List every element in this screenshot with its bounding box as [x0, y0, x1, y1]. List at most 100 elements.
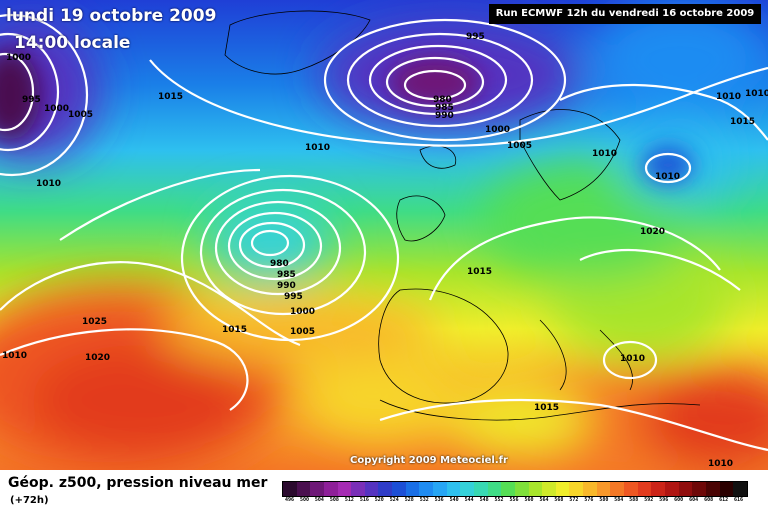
isobar-1015-south	[379, 398, 768, 452]
isobar-label: 990	[277, 281, 296, 291]
isobar-low-atlantic-1	[250, 229, 290, 257]
isobar-1010-west	[59, 168, 261, 241]
isobar-label: 1005	[507, 141, 532, 151]
isobar-label: 1015	[467, 267, 492, 277]
forecast-date: lundi 19 octobre 2009	[6, 6, 217, 26]
isobar-low-atlantic-3	[227, 211, 323, 281]
france-iberia-coast	[378, 288, 509, 404]
legend-tick-label: 564	[539, 497, 549, 503]
isobar-label: 1010	[305, 143, 330, 153]
legend-tick-label: 536	[434, 497, 444, 503]
isobar-label: 1010	[592, 149, 617, 159]
legend-swatch	[392, 482, 406, 496]
legend-swatch	[487, 482, 502, 496]
isobar-label: 985	[277, 270, 296, 280]
legend-tick-label: 552	[494, 497, 504, 503]
legend-swatch	[637, 482, 652, 496]
isobar-label: 980	[433, 95, 452, 105]
legend-swatch	[651, 482, 665, 496]
legend-swatch	[323, 482, 338, 496]
legend-tick-label: 572	[569, 497, 579, 503]
legend-tick-label: 612	[719, 497, 729, 503]
british-isles-coast	[396, 195, 446, 242]
isobar-low-atlantic-5	[199, 188, 367, 316]
z500-color-blobs	[0, 0, 768, 470]
legend-swatch	[473, 482, 488, 496]
isobar-low-west-2	[0, 32, 60, 152]
map-area: 1000 995 1000 1005 1015 995 980 985 990 …	[0, 0, 768, 470]
legend-tick-label: 592	[644, 497, 654, 503]
isobar-label: 1000	[485, 125, 510, 135]
legend-swatch	[337, 482, 352, 496]
isobars	[0, 13, 768, 452]
legend-tick-label: 576	[584, 497, 594, 503]
isobar-low-north-5	[323, 18, 567, 142]
isobar-1010-north	[149, 59, 768, 147]
legend-tick-label: 616	[734, 497, 744, 503]
legend-swatch	[460, 482, 474, 496]
legend-tick-label: 544	[464, 497, 474, 503]
legend-tick-label: 596	[659, 497, 669, 503]
legend-tick-label: 516	[359, 497, 369, 503]
forecast-time: 14:00 locale	[14, 33, 131, 53]
isobar-1015-europe	[428, 216, 721, 301]
isobar-label: 1020	[85, 353, 110, 363]
legend-swatch	[678, 482, 693, 496]
isobar-low-west-3	[0, 13, 89, 177]
legend-tick-label: 500	[299, 497, 309, 503]
legend-swatch	[501, 482, 515, 496]
legend-swatch	[624, 482, 638, 496]
legend-tick-label: 556	[509, 497, 519, 503]
legend-swatch	[446, 482, 461, 496]
forecast-offset: (+72h)	[10, 495, 49, 506]
caption-bar: Géop. z500, pression niveau mer (+72h) 4…	[0, 470, 768, 512]
isobar-label: 1000	[6, 53, 31, 63]
legend-tick-label: 548	[479, 497, 489, 503]
legend-swatch	[378, 482, 393, 496]
legend-swatch	[364, 482, 379, 496]
legend-ticks: 496 500 504 508 512 516 520 524 528 532 536 540 544 5…	[282, 497, 746, 503]
legend-swatch	[719, 482, 734, 496]
isobar-label: 990	[435, 111, 454, 121]
isobar-label: 1005	[290, 327, 315, 337]
legend-tick-label: 580	[599, 497, 609, 503]
legend-tick-label: 584	[614, 497, 624, 503]
legend-swatch	[583, 482, 597, 496]
isobar-label: 1000	[44, 104, 69, 114]
isobar-labels: 1000 995 1000 1005 1015 995 980 985 990 …	[2, 32, 768, 469]
isobar-label: 1015	[158, 92, 183, 102]
isobar-low-north-1	[403, 69, 467, 101]
isobar-1020-outer	[0, 328, 249, 411]
legend-swatch	[664, 482, 679, 496]
legend-swatch	[542, 482, 556, 496]
legend-tick-label: 524	[389, 497, 399, 503]
isobar-low-north-2	[385, 56, 485, 108]
legend-swatch	[733, 482, 747, 496]
legend-swatch	[528, 482, 543, 496]
north-africa-coast	[379, 399, 701, 421]
italy-coast	[539, 319, 567, 391]
legend-tick-label: 608	[704, 497, 714, 503]
z500-field-map: 1000 995 1000 1005 1015 995 980 985 990 …	[0, 0, 768, 470]
legend-swatch	[283, 482, 297, 496]
isobar-label: 995	[284, 292, 303, 302]
isobar-label: 1015	[222, 325, 247, 335]
map-caption: Géop. z500, pression niveau mer	[8, 475, 268, 491]
isobar-label: 1010	[2, 351, 27, 361]
legend-tick-label: 600	[674, 497, 684, 503]
legend-tick-label: 588	[629, 497, 639, 503]
isobar-label: 995	[22, 95, 41, 105]
isobar-label: 1005	[68, 110, 93, 120]
legend-swatch	[405, 482, 420, 496]
model-run-label: Run ECMWF 12h du vendredi 16 octobre 200…	[489, 4, 761, 24]
legend-tick-label: 528	[404, 497, 414, 503]
isobar-low-balkans	[602, 340, 658, 380]
isobar-label: 1010	[745, 89, 768, 99]
legend-tick-label: 508	[329, 497, 339, 503]
legend-swatch	[296, 482, 311, 496]
isobar-label: 1010	[708, 459, 733, 469]
isobar-label: 985	[435, 103, 454, 113]
isobar-label: 1010	[620, 354, 645, 364]
legend-tick-label: 496	[284, 497, 294, 503]
